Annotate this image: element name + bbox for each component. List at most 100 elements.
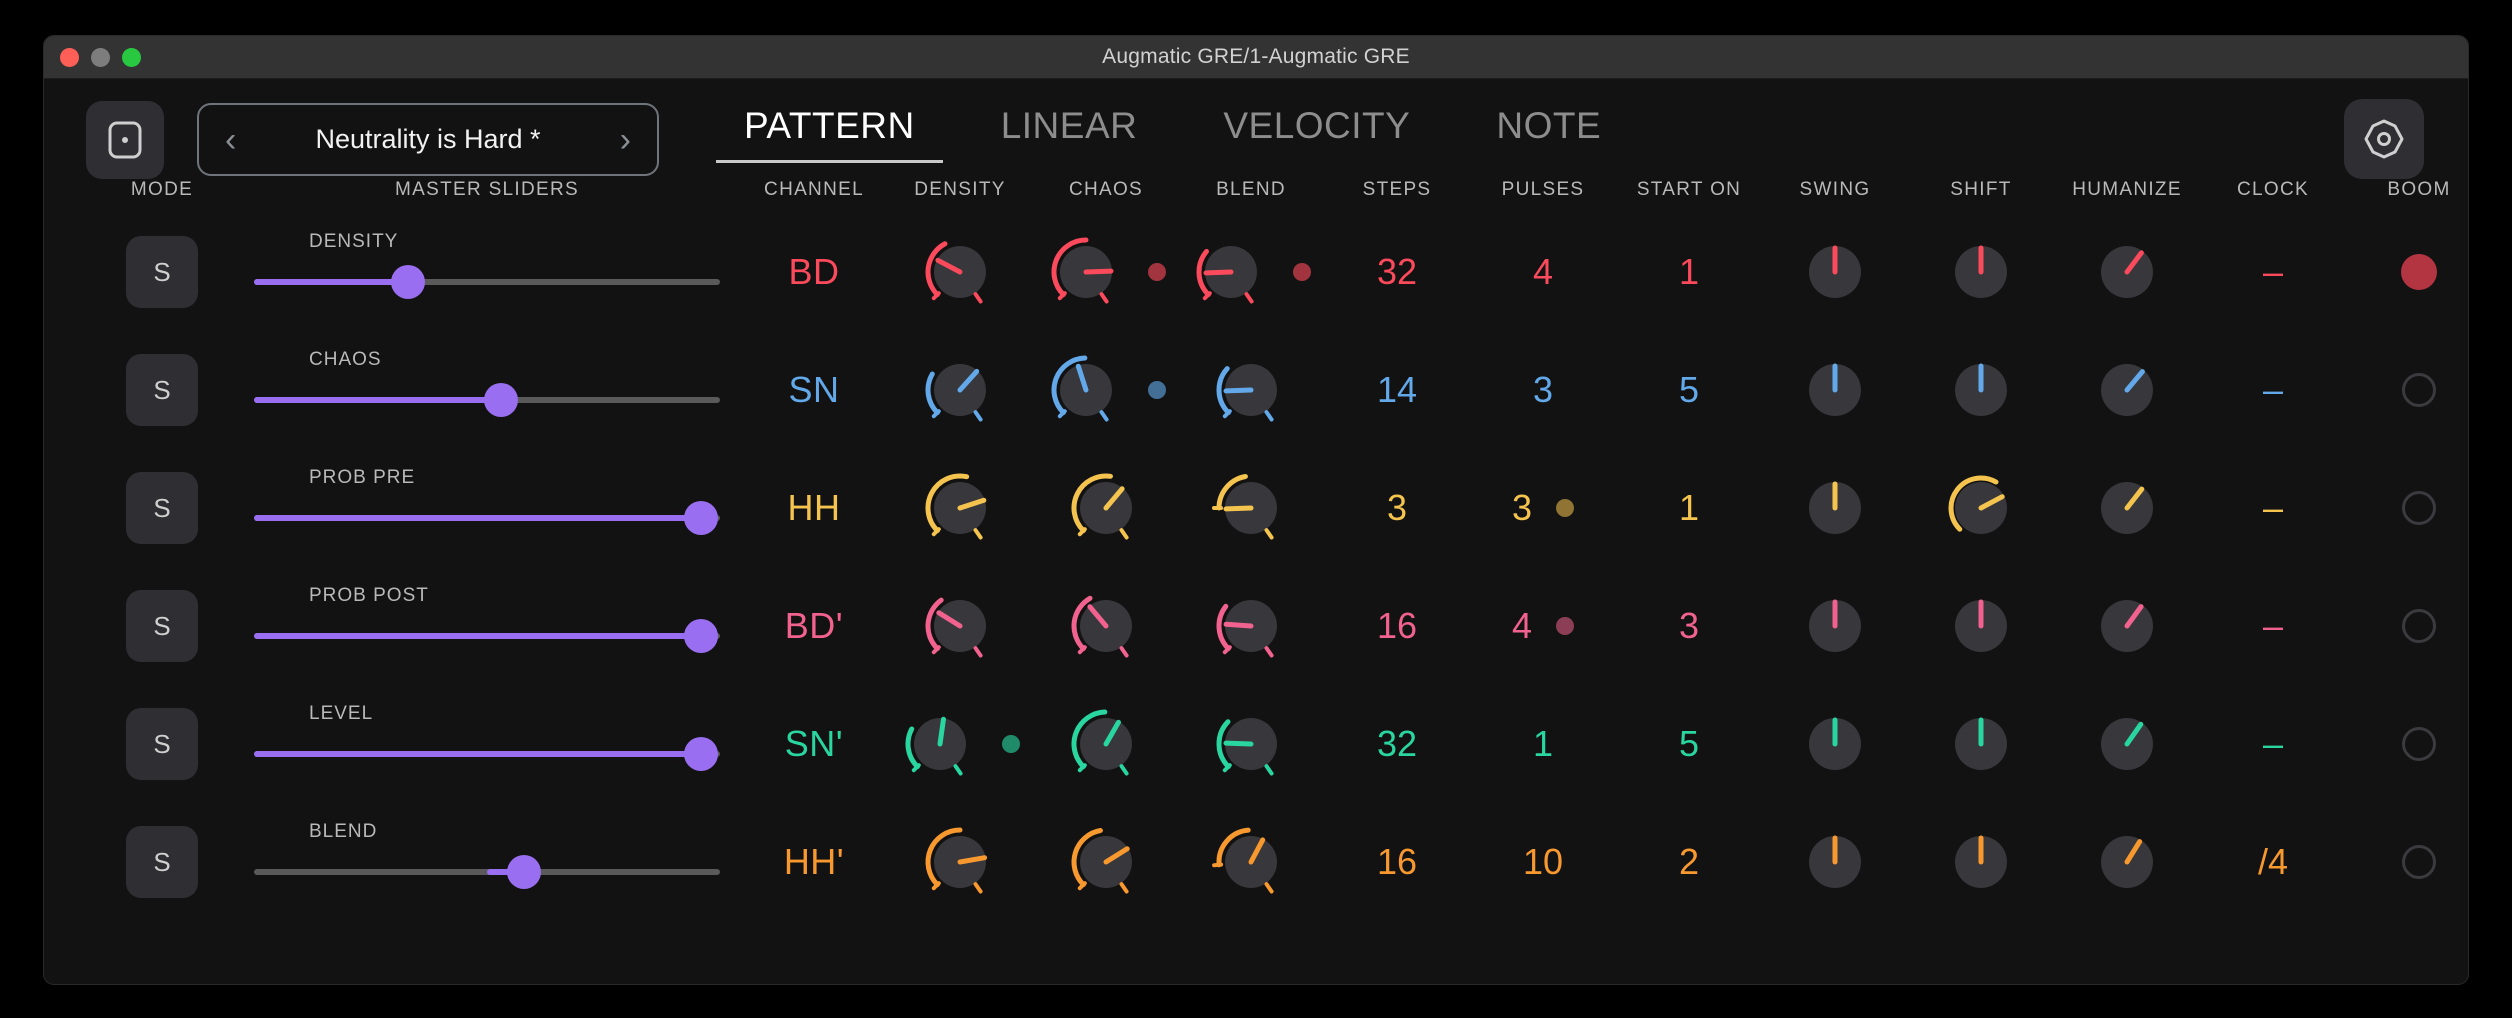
knob-icon[interactable] xyxy=(1941,586,2021,666)
knob-icon[interactable] xyxy=(1066,586,1146,666)
knob-icon[interactable] xyxy=(1046,350,1126,430)
knob-icon[interactable] xyxy=(1066,822,1146,902)
start-on-value[interactable]: 1 xyxy=(1678,487,1700,528)
knob-icon[interactable] xyxy=(2087,822,2167,902)
steps-value[interactable]: 3 xyxy=(1386,487,1408,528)
channel-label[interactable]: SN' xyxy=(784,723,844,764)
preset-next-button[interactable]: › xyxy=(619,120,631,159)
slider-track[interactable] xyxy=(254,737,720,771)
steps-value[interactable]: 16 xyxy=(1376,605,1418,646)
knob-icon[interactable] xyxy=(1941,822,2021,902)
clock-value[interactable]: – xyxy=(2262,251,2284,292)
mode-solo-button[interactable]: S xyxy=(126,472,198,544)
master-slider[interactable]: CHAOS xyxy=(254,331,720,449)
start-on-value[interactable]: 2 xyxy=(1678,841,1700,882)
square-dot-icon-button[interactable] xyxy=(86,101,164,179)
mode-solo-button[interactable]: S xyxy=(126,354,198,426)
slider-thumb[interactable] xyxy=(483,383,518,417)
clock-value[interactable]: – xyxy=(2262,487,2284,528)
pulses-value[interactable]: 3 xyxy=(1511,487,1533,528)
knob-icon[interactable] xyxy=(1211,350,1291,430)
knob-icon[interactable] xyxy=(1046,232,1126,312)
steps-value[interactable]: 14 xyxy=(1376,369,1418,410)
knob-icon[interactable] xyxy=(1211,704,1291,784)
knob-icon[interactable] xyxy=(1941,232,2021,312)
knob-icon[interactable] xyxy=(1795,586,1875,666)
knob-icon[interactable] xyxy=(1795,232,1875,312)
steps-value[interactable]: 16 xyxy=(1376,841,1418,882)
slider-thumb[interactable] xyxy=(684,619,719,653)
pulses-value[interactable]: 3 xyxy=(1532,369,1554,410)
clock-value[interactable]: /4 xyxy=(2257,841,2289,882)
knob-icon[interactable] xyxy=(2087,232,2167,312)
knob-icon[interactable] xyxy=(1191,232,1271,312)
close-button[interactable] xyxy=(60,47,79,67)
start-on-value[interactable]: 5 xyxy=(1678,723,1700,764)
boom-toggle[interactable] xyxy=(2402,727,2436,761)
knob-icon[interactable] xyxy=(1066,704,1146,784)
channel-label[interactable]: SN xyxy=(788,369,840,410)
boom-toggle[interactable] xyxy=(2402,845,2436,879)
slider-thumb[interactable] xyxy=(507,855,542,889)
slider-track[interactable] xyxy=(254,501,720,535)
steps-value[interactable]: 32 xyxy=(1376,723,1418,764)
knob-icon[interactable] xyxy=(1795,350,1875,430)
pulses-value[interactable]: 4 xyxy=(1532,251,1554,292)
slider-track[interactable] xyxy=(254,383,720,417)
pulses-value[interactable]: 1 xyxy=(1532,723,1554,764)
preset-selector[interactable]: ‹ Neutrality is Hard * › xyxy=(197,103,659,176)
knob-icon[interactable] xyxy=(1211,586,1291,666)
mode-solo-button[interactable]: S xyxy=(126,826,198,898)
tab-linear[interactable]: LINEAR xyxy=(1000,105,1138,146)
knob-icon[interactable] xyxy=(1941,350,2021,430)
knob-icon[interactable] xyxy=(2087,468,2167,548)
knob-icon[interactable] xyxy=(1066,468,1146,548)
knob-icon[interactable] xyxy=(2087,586,2167,666)
boom-toggle[interactable] xyxy=(2401,254,2437,290)
zoom-button[interactable] xyxy=(122,47,141,67)
knob-icon[interactable] xyxy=(920,586,1000,666)
channel-label[interactable]: BD' xyxy=(784,605,844,646)
master-slider[interactable]: DENSITY xyxy=(254,213,720,331)
master-slider[interactable]: PROB PRE xyxy=(254,449,720,567)
pulses-value[interactable]: 4 xyxy=(1511,605,1533,646)
channel-label[interactable]: HH xyxy=(787,487,841,528)
mode-solo-button[interactable]: S xyxy=(126,236,198,308)
clock-value[interactable]: – xyxy=(2262,605,2284,646)
knob-icon[interactable] xyxy=(920,350,1000,430)
knob-icon[interactable] xyxy=(1795,822,1875,902)
knob-icon[interactable] xyxy=(1211,822,1291,902)
tab-note[interactable]: NOTE xyxy=(1496,105,1602,146)
clock-value[interactable]: – xyxy=(2262,723,2284,764)
knob-icon[interactable] xyxy=(1795,704,1875,784)
tab-velocity[interactable]: VELOCITY xyxy=(1223,105,1411,146)
master-slider[interactable]: LEVEL xyxy=(254,685,720,803)
knob-icon[interactable] xyxy=(1795,468,1875,548)
minimize-button[interactable] xyxy=(91,47,110,67)
slider-thumb[interactable] xyxy=(684,737,719,771)
knob-icon[interactable] xyxy=(2087,704,2167,784)
channel-label[interactable]: HH' xyxy=(783,841,845,882)
pulses-value[interactable]: 10 xyxy=(1522,841,1564,882)
slider-thumb[interactable] xyxy=(684,501,719,535)
slider-track[interactable] xyxy=(254,265,720,299)
mode-solo-button[interactable]: S xyxy=(126,590,198,662)
slider-thumb[interactable] xyxy=(390,265,425,299)
master-slider[interactable]: BLEND xyxy=(254,803,720,921)
slider-track[interactable] xyxy=(254,619,720,653)
clock-value[interactable]: – xyxy=(2262,369,2284,410)
knob-icon[interactable] xyxy=(920,232,1000,312)
boom-toggle[interactable] xyxy=(2402,491,2436,525)
mode-solo-button[interactable]: S xyxy=(126,708,198,780)
slider-track[interactable] xyxy=(254,855,720,889)
start-on-value[interactable]: 3 xyxy=(1678,605,1700,646)
master-slider[interactable]: PROB POST xyxy=(254,567,720,685)
knob-icon[interactable] xyxy=(2087,350,2167,430)
knob-icon[interactable] xyxy=(1211,468,1291,548)
channel-label[interactable]: BD xyxy=(788,251,840,292)
knob-icon[interactable] xyxy=(1941,704,2021,784)
tab-pattern[interactable]: PATTERN xyxy=(716,101,943,163)
boom-toggle[interactable] xyxy=(2402,373,2436,407)
start-on-value[interactable]: 5 xyxy=(1678,369,1700,410)
start-on-value[interactable]: 1 xyxy=(1678,251,1700,292)
